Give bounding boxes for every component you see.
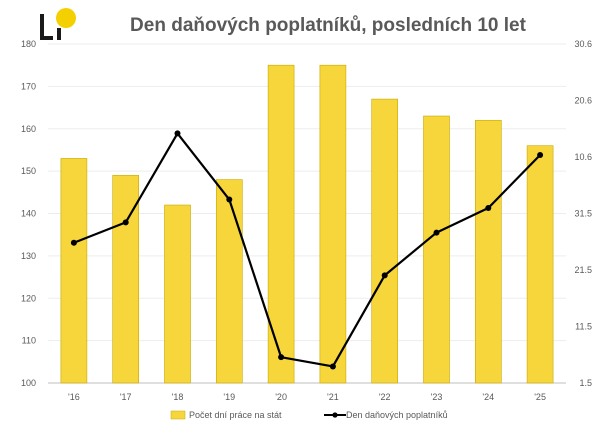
line-point xyxy=(174,130,181,137)
bar xyxy=(371,98,399,384)
bar xyxy=(216,179,243,384)
logo-l-foot xyxy=(40,36,53,40)
left-tick-label: 150 xyxy=(21,166,36,176)
x-tick-label: '18 xyxy=(172,392,184,402)
right-tick-label: 1.5 xyxy=(579,378,592,388)
legend-line-label: Den daňových poplatníků xyxy=(346,410,448,420)
x-tick-label: '20 xyxy=(275,392,287,402)
bar xyxy=(164,204,191,384)
line-point xyxy=(485,204,492,211)
line-point xyxy=(433,229,440,236)
line-point xyxy=(329,363,336,370)
line-series xyxy=(70,130,544,370)
line-point xyxy=(278,354,285,361)
legend-bar-swatch xyxy=(170,410,186,420)
right-tick-label: 21.5 xyxy=(574,265,592,275)
bar xyxy=(423,115,450,384)
right-tick-label: 30.6 xyxy=(574,39,592,49)
x-tick-label: '24 xyxy=(482,392,494,402)
line-point xyxy=(537,152,544,159)
left-axis: 180 170 160 150 140 130 120 110 100 xyxy=(21,39,36,388)
legend: Počet dní práce na stát Den daňových pop… xyxy=(170,410,448,420)
line-point xyxy=(70,239,77,246)
logo-dot-icon xyxy=(56,8,76,28)
bar xyxy=(112,175,139,384)
left-tick-label: 180 xyxy=(21,39,36,49)
right-tick-label: 31.5 xyxy=(574,209,592,219)
x-tick-label: '25 xyxy=(534,392,546,402)
x-tick-label: '17 xyxy=(120,392,132,402)
right-tick-label: 20.6 xyxy=(574,96,592,106)
left-tick-label: 120 xyxy=(21,293,36,303)
left-tick-label: 130 xyxy=(21,251,36,261)
line-point xyxy=(122,219,129,226)
left-tick-label: 140 xyxy=(21,209,36,219)
x-tick-label: '23 xyxy=(431,392,443,402)
bar xyxy=(526,145,554,384)
bar xyxy=(319,64,347,384)
left-tick-label: 100 xyxy=(21,378,36,388)
left-tick-label: 170 xyxy=(21,81,36,91)
legend-line-marker xyxy=(332,412,338,418)
x-tick-label: '19 xyxy=(223,392,235,402)
chart-title: Den daňových poplatníků, posledních 10 l… xyxy=(130,15,527,36)
series-line xyxy=(73,132,541,368)
x-tick-label: '22 xyxy=(379,392,391,402)
right-tick-label: 10.6 xyxy=(574,152,592,162)
line-point xyxy=(381,272,388,279)
x-tick-label: '21 xyxy=(327,392,339,402)
left-tick-label: 160 xyxy=(21,124,36,134)
logo-l-stem xyxy=(40,14,44,40)
right-axis: 30.6 20.6 10.6 31.5 21.5 11.5 1.5 xyxy=(574,39,592,388)
right-tick-label: 11.5 xyxy=(575,322,592,332)
bar xyxy=(474,119,502,384)
logo xyxy=(40,8,76,40)
bar-series xyxy=(60,64,554,384)
left-tick-label: 110 xyxy=(22,336,36,346)
bar xyxy=(60,158,88,384)
logo-i-stem xyxy=(57,28,61,40)
line-point xyxy=(226,196,233,203)
x-tick-label: '16 xyxy=(68,392,80,402)
bar xyxy=(267,64,295,384)
x-axis: '16 '17 '18 '19 '20 '21 '22 '23 '24 '25 xyxy=(68,392,546,402)
legend-bar-label: Počet dní práce na stát xyxy=(189,410,282,420)
